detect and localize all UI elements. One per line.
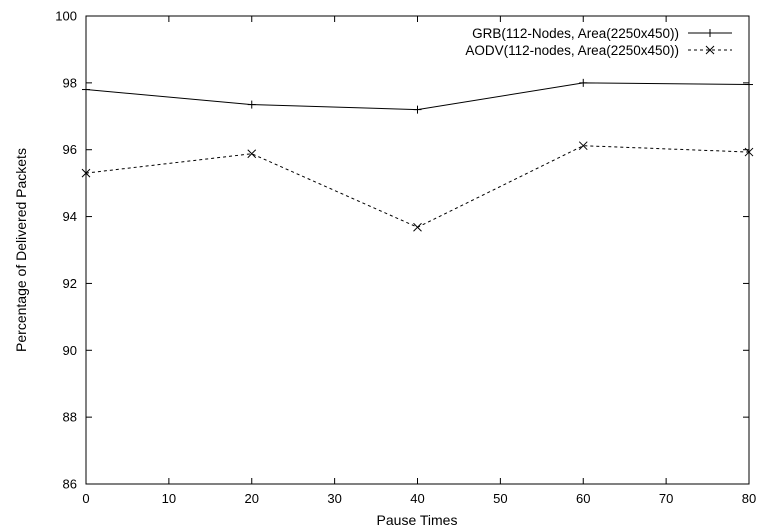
legend-entry-1: GRB(112-Nodes, Area(2250x450)): [472, 26, 732, 41]
point-marker-b: [578, 141, 588, 151]
y-tick-label: 94: [63, 209, 77, 224]
point-marker-b: [744, 147, 754, 157]
y-tick-label: 88: [63, 410, 77, 425]
data-point: [413, 222, 422, 232]
x-tick-label: 50: [493, 491, 507, 506]
x-tick-label: 30: [327, 491, 341, 506]
x-tick-label: 10: [162, 491, 176, 506]
y-axis-label: Percentage of Delivered Packets: [13, 148, 29, 352]
x-tick-label: 80: [742, 491, 756, 506]
axis-ticks: 0 10 20 30 40 50 60 70 80 86 88 90 92 94 96 98 100: [55, 9, 756, 507]
point-marker-b: [247, 149, 257, 159]
x-tick-label: 70: [659, 491, 673, 506]
x-tick-label: 40: [410, 491, 424, 506]
plot-frame: [85, 15, 750, 485]
series-1: [82, 78, 753, 114]
y-tick-label: 92: [63, 276, 77, 291]
point-marker-b: [413, 222, 422, 232]
data-point: [247, 149, 257, 159]
series-layer: [81, 78, 754, 232]
y-tick-label: 96: [63, 142, 77, 157]
y-tick-label: 100: [55, 9, 77, 24]
data-point: [744, 147, 754, 157]
y-tick-label: 90: [63, 343, 77, 358]
series-2: [81, 141, 754, 232]
data-point: [579, 78, 588, 87]
data-point: [578, 141, 588, 151]
legend-label: GRB(112-Nodes, Area(2250x450)): [472, 26, 679, 41]
legend-marker-b: [705, 45, 715, 55]
series-line: [85, 145, 750, 228]
data-point: [247, 100, 256, 109]
data-point: [413, 105, 422, 114]
legend-label: AODV(112-nodes, Area(2250x450)): [465, 43, 679, 58]
point-marker-b: [81, 168, 91, 178]
y-tick-label: 98: [63, 75, 77, 90]
x-tick-label: 20: [245, 491, 259, 506]
data-point: [745, 80, 753, 89]
legend-entry-2: AODV(112-nodes, Area(2250x450)): [465, 43, 732, 58]
legend: GRB(112-Nodes, Area(2250x450)) AODV(112-n…: [465, 26, 732, 58]
data-point: [81, 168, 91, 178]
x-tick-label: 60: [576, 491, 590, 506]
data-point: [82, 85, 90, 94]
x-axis-label: Pause Times: [377, 512, 458, 528]
series-line: [85, 82, 750, 111]
x-tick-label: 0: [82, 491, 89, 506]
y-tick-label: 86: [63, 477, 77, 492]
